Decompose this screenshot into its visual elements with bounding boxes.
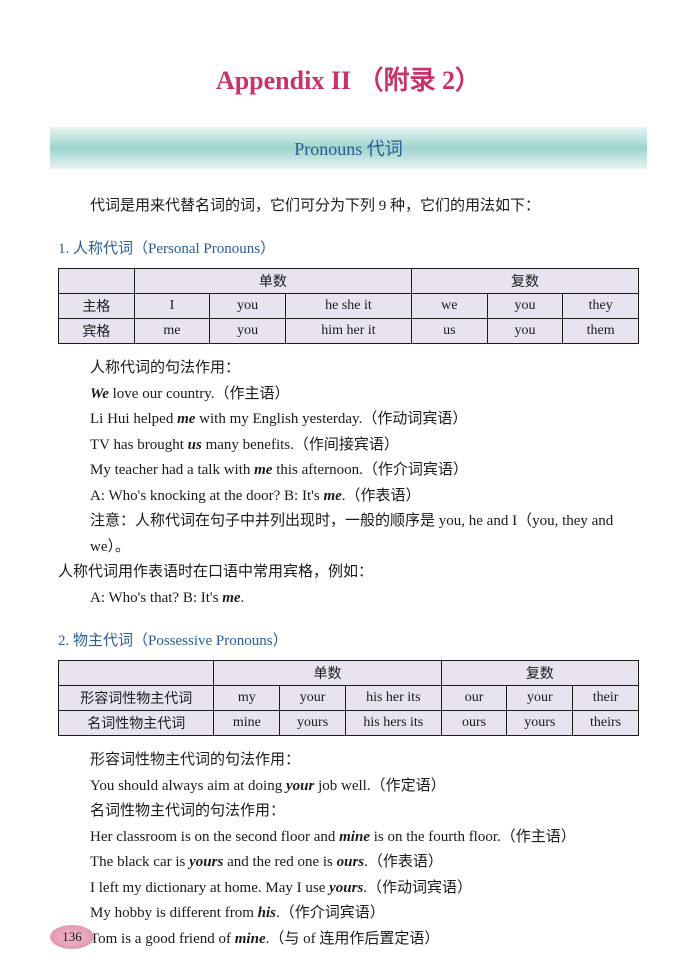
row-label: 主格 [59, 294, 135, 319]
cell: his her its [345, 686, 441, 711]
section1-note: 人称代词用作表语时在口语中常用宾格，例如： [58, 560, 647, 586]
cell: them [563, 319, 639, 344]
text-line: My hobby is different from his.（作介词宾语） [90, 901, 647, 927]
cell: us [412, 319, 488, 344]
cell: we [412, 294, 488, 319]
cell: you [487, 319, 563, 344]
cell: him her it [285, 319, 411, 344]
header-plural: 复数 [412, 269, 639, 294]
text-line: 名词性物主代词的句法作用： [90, 799, 647, 825]
cell: I [134, 294, 210, 319]
text-line: Li Hui helped me with my English yesterd… [90, 407, 647, 433]
table-row: 单数 复数 [59, 269, 639, 294]
text-line: My teacher had a talk with me this after… [90, 458, 647, 484]
intro-text: 代词是用来代替名词的词，它们可分为下列 9 种，它们的用法如下： [90, 194, 647, 215]
section1-body: 人称代词的句法作用： We love our country.（作主语） Li … [90, 356, 647, 560]
cell: yours [507, 711, 573, 736]
section1-heading: 1. 人称代词（Personal Pronouns） [58, 237, 647, 258]
page-number: 136 [50, 925, 94, 949]
table-personal-pronouns: 单数 复数 主格 I you he she it we you they 宾格 … [58, 268, 639, 344]
cell: your [507, 686, 573, 711]
text-line: We love our country.（作主语） [90, 382, 647, 408]
cell: theirs [573, 711, 639, 736]
subtitle-bar: Pronouns 代词 [50, 127, 647, 169]
text-line: 形容词性物主代词的句法作用： [90, 748, 647, 774]
cell: mine [214, 711, 280, 736]
text-line: TV has brought us many benefits.（作间接宾语） [90, 433, 647, 459]
table-row: 宾格 me you him her it us you them [59, 319, 639, 344]
cell: me [134, 319, 210, 344]
cell: our [441, 686, 507, 711]
row-label: 形容词性物主代词 [59, 686, 214, 711]
cell: you [487, 294, 563, 319]
text-line: Her classroom is on the second floor and… [90, 825, 647, 851]
row-label: 宾格 [59, 319, 135, 344]
header-singular: 单数 [214, 661, 441, 686]
cell: they [563, 294, 639, 319]
cell: you [210, 294, 286, 319]
table-row: 单数 复数 [59, 661, 639, 686]
page-title: Appendix II （附录 2） [50, 60, 647, 97]
cell: ours [441, 711, 507, 736]
cell: their [573, 686, 639, 711]
section2-heading: 2. 物主代词（Possessive Pronouns） [58, 629, 647, 650]
text-line: The black car is yours and the red one i… [90, 850, 647, 876]
header-singular: 单数 [134, 269, 411, 294]
cell: your [280, 686, 346, 711]
cell: my [214, 686, 280, 711]
table-row: 形容词性物主代词 my your his her its our your th… [59, 686, 639, 711]
cell: you [210, 319, 286, 344]
section2-body: 形容词性物主代词的句法作用： You should always aim at … [90, 748, 647, 952]
header-plural: 复数 [441, 661, 638, 686]
table-row: 名词性物主代词 mine yours his hers its ours you… [59, 711, 639, 736]
text-line: You should always aim at doing your job … [90, 774, 647, 800]
cell: he she it [285, 294, 411, 319]
table-possessive-pronouns: 单数 复数 形容词性物主代词 my your his her its our y… [58, 660, 639, 736]
text-line: Tom is a good friend of mine.（与 of 连用作后置… [90, 927, 647, 953]
section1-example: A: Who's that? B: It's me. [90, 586, 647, 612]
text-line: A: Who's that? B: It's me. [90, 586, 647, 612]
cell: yours [280, 711, 346, 736]
text-line: 注意：人称代词在句子中并列出现时，一般的顺序是 you, he and I（yo… [90, 509, 647, 560]
table-row: 主格 I you he she it we you they [59, 294, 639, 319]
text-line: A: Who's knocking at the door? B: It's m… [90, 484, 647, 510]
subtitle-text: Pronouns 代词 [294, 139, 403, 159]
cell: his hers its [345, 711, 441, 736]
text-line: 人称代词的句法作用： [90, 356, 647, 382]
row-label: 名词性物主代词 [59, 711, 214, 736]
text-line: 人称代词用作表语时在口语中常用宾格，例如： [58, 560, 647, 586]
text-line: I left my dictionary at home. May I use … [90, 876, 647, 902]
